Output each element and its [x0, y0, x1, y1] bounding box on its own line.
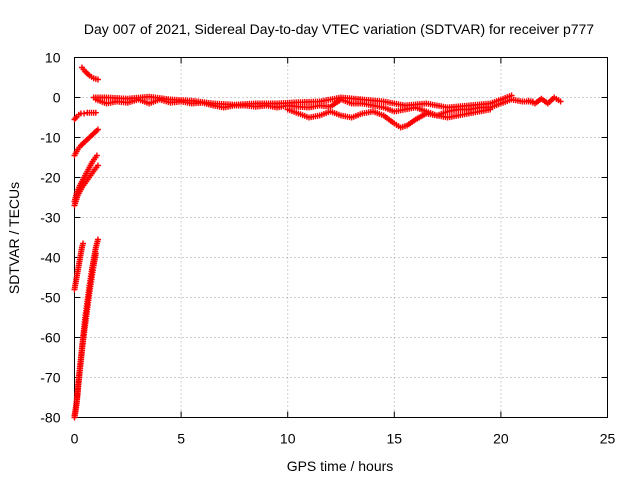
plot-frame	[74, 57, 608, 418]
x-tick-label: 15	[387, 431, 403, 447]
series-arc-f	[71, 240, 87, 293]
series-arc-e	[71, 162, 101, 209]
y-tick-label: -70	[40, 370, 60, 386]
data-point	[94, 76, 101, 83]
data-point	[487, 106, 494, 113]
y-tick-label: -60	[40, 330, 60, 346]
data-point	[80, 240, 87, 247]
series-upper-track	[90, 92, 515, 111]
series-arc-h	[71, 250, 99, 421]
data-point	[508, 92, 515, 99]
x-axis-label: GPS time / hours	[287, 458, 394, 474]
data-point	[92, 250, 99, 257]
x-tick-label: 20	[493, 431, 509, 447]
y-axis-label: SDTVAR / TECUs	[6, 182, 22, 294]
series-arc-a	[78, 64, 101, 83]
data-point	[94, 162, 101, 169]
data-point	[94, 236, 101, 243]
series-arc-c	[71, 126, 101, 159]
x-tick-labels: 0 5 10 15 20 25	[71, 431, 616, 447]
grid	[74, 57, 608, 418]
y-tick-labels: 10 0 -10 -20 -30 -40 -50 -60 -70 -80	[40, 50, 60, 426]
chart-title: Day 007 of 2021, Sidereal Day-to-day VTE…	[84, 21, 594, 37]
data-points	[71, 64, 564, 421]
data-point	[81, 110, 88, 117]
x-tick-label: 25	[600, 431, 616, 447]
data-point	[557, 98, 564, 105]
y-tick-label: -80	[40, 410, 60, 426]
y-tick-label: -20	[40, 170, 60, 186]
series-lower-track	[284, 106, 494, 131]
data-point	[92, 109, 99, 116]
data-point	[94, 126, 101, 133]
data-point	[93, 152, 100, 159]
x-tick-label: 10	[280, 431, 296, 447]
y-tick-label: -40	[40, 250, 60, 266]
y-tick-label: -10	[40, 130, 60, 146]
y-tick-label: -50	[40, 290, 60, 306]
axis-ticks	[74, 57, 608, 418]
y-tick-label: 10	[45, 50, 61, 66]
series-arc-b	[71, 109, 99, 123]
x-tick-label: 5	[177, 431, 185, 447]
series-end-track	[525, 94, 564, 107]
y-tick-label: 0	[53, 90, 61, 106]
y-tick-label: -30	[40, 210, 60, 226]
x-tick-label: 0	[71, 431, 79, 447]
